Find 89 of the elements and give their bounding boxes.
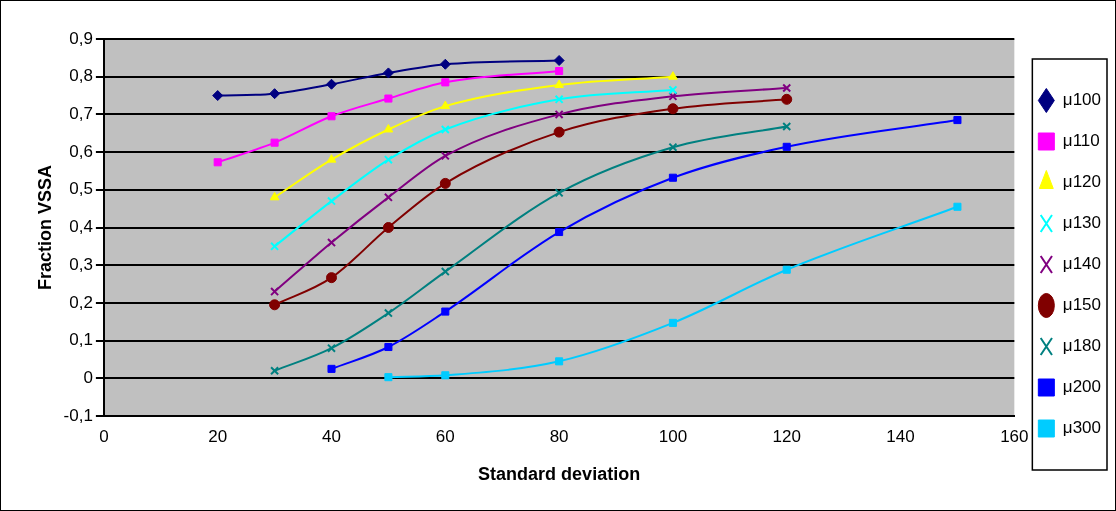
x-tick-label: 80 (549, 426, 569, 446)
point (326, 238, 337, 248)
legend-label: μ100 (1062, 90, 1102, 110)
point (554, 79, 564, 88)
point (326, 343, 337, 353)
point (384, 373, 393, 382)
point (270, 287, 280, 297)
point (383, 308, 393, 318)
point (554, 188, 564, 198)
point (270, 138, 279, 147)
legend-label: μ200 (1062, 377, 1102, 397)
y-tick-label: 0,1 (69, 330, 93, 350)
x-tick-label: 140 (886, 426, 915, 446)
point (326, 196, 337, 206)
point (555, 67, 564, 76)
point (383, 123, 394, 133)
point (782, 121, 792, 131)
point (668, 91, 678, 101)
point (384, 342, 393, 352)
legend-label: μ110 (1062, 131, 1100, 151)
point (327, 364, 336, 373)
y-tick-label: 0,4 (69, 217, 93, 237)
point (326, 272, 338, 284)
point (554, 94, 564, 104)
x-tick-label: 160 (1000, 426, 1029, 446)
point (781, 93, 793, 105)
point (270, 241, 280, 251)
point (384, 94, 393, 103)
point (782, 265, 791, 274)
x-tick-label: 100 (658, 426, 688, 446)
point (212, 90, 224, 102)
point (953, 116, 962, 125)
point (269, 299, 281, 311)
point (269, 191, 280, 201)
point (383, 155, 393, 165)
point (439, 177, 451, 189)
point (326, 78, 338, 90)
x-tick-label: 120 (772, 426, 801, 446)
x-tick-label: 20 (208, 426, 228, 446)
point (553, 126, 565, 138)
point (440, 267, 450, 277)
point (269, 88, 281, 100)
legend-label: μ180 (1062, 336, 1102, 356)
x-tick-label: 40 (322, 426, 341, 446)
point (668, 142, 678, 152)
point (440, 151, 450, 161)
y-tick-label: 0,3 (69, 254, 93, 274)
point (440, 124, 450, 135)
point (555, 227, 564, 237)
point (382, 67, 394, 79)
point (439, 58, 451, 70)
point (441, 307, 450, 316)
y-tick-label: -0,1 (63, 405, 93, 425)
point (668, 71, 678, 80)
y-tick-label: 0,2 (69, 292, 93, 312)
point (440, 100, 451, 110)
point (782, 142, 791, 151)
point (270, 366, 280, 376)
y-tick-label: 0,8 (69, 66, 93, 86)
legend-label: μ140 (1062, 254, 1102, 274)
point (441, 78, 450, 87)
legend-label: μ300 (1062, 418, 1102, 438)
point (383, 192, 393, 202)
legend-label: μ130 (1062, 213, 1102, 233)
x-tick-label: 0 (99, 426, 109, 446)
y-tick-label: 0,5 (69, 179, 93, 199)
point (953, 202, 962, 211)
legend-label: μ120 (1062, 172, 1102, 192)
point (782, 83, 792, 93)
point (668, 85, 678, 95)
point (327, 112, 336, 121)
legend-label: μ150 (1062, 295, 1102, 315)
point (668, 173, 677, 182)
y-axis-title: Fraction VSSA (34, 164, 55, 291)
y-tick-label: 0,6 (69, 141, 93, 161)
y-tick-label: 0,7 (69, 104, 93, 124)
point (667, 103, 679, 115)
point (555, 357, 564, 366)
y-tick-label: 0,9 (69, 28, 93, 48)
point (554, 109, 564, 119)
point (441, 371, 450, 380)
point (382, 222, 394, 233)
point (668, 318, 677, 327)
point (213, 158, 222, 167)
y-tick-label: 0 (83, 367, 93, 387)
x-axis-title: Standard deviation (478, 464, 641, 485)
x-tick-label: 60 (435, 426, 455, 446)
point (326, 154, 337, 163)
point (553, 54, 565, 66)
